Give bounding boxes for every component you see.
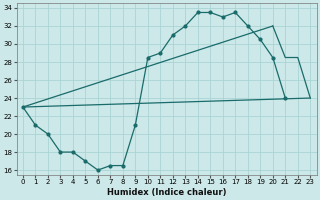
X-axis label: Humidex (Indice chaleur): Humidex (Indice chaleur) [107, 188, 226, 197]
